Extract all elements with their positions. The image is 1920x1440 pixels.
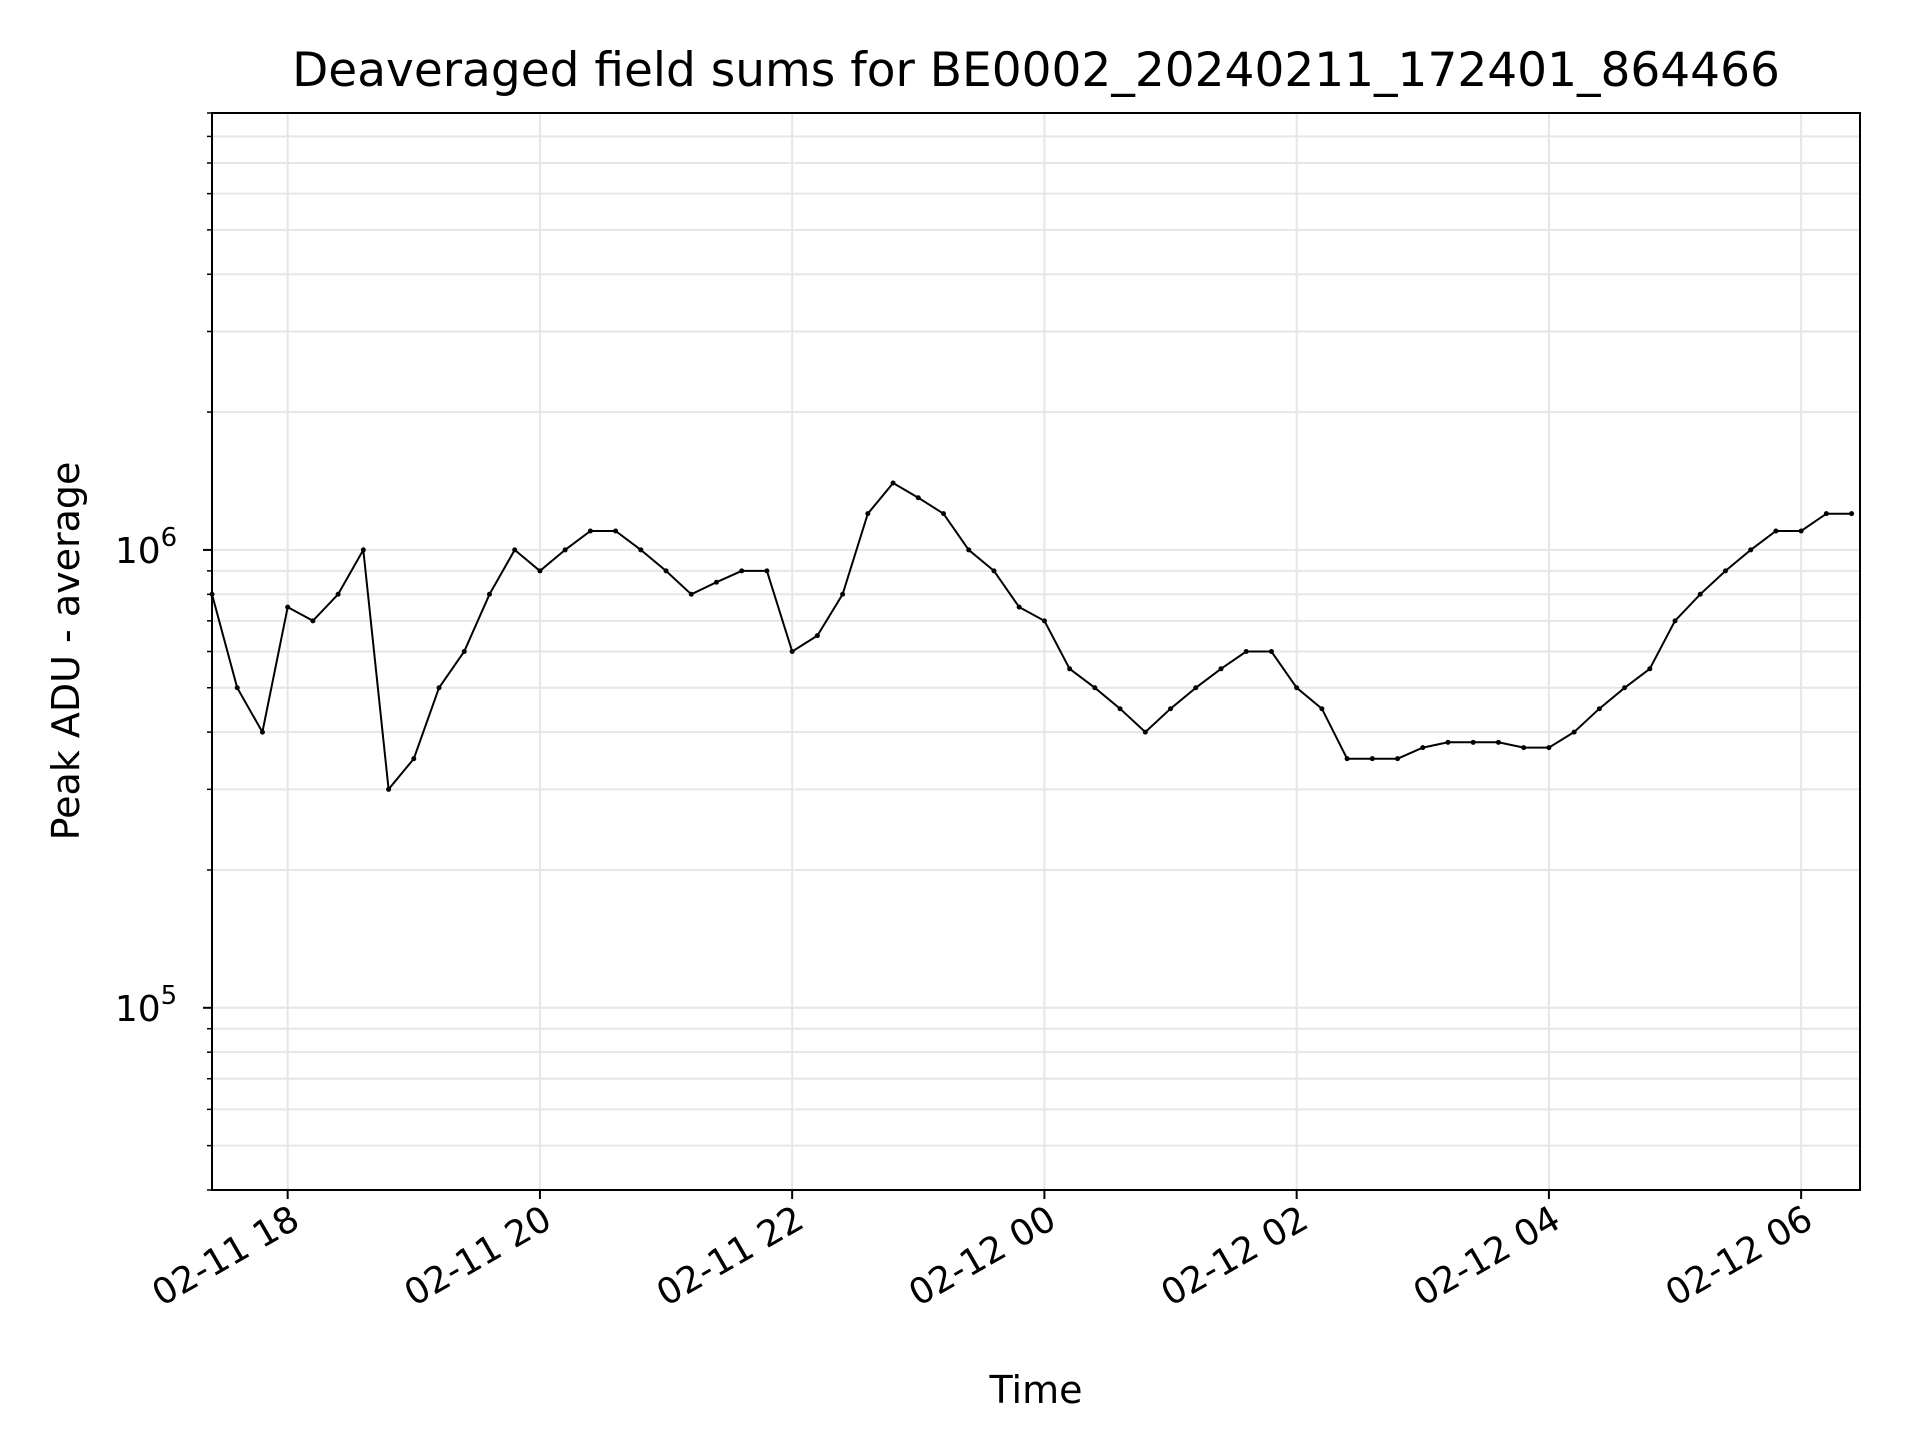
data-point: [966, 547, 972, 553]
data-point: [739, 568, 745, 574]
data-point: [335, 591, 341, 597]
data-point: [1193, 685, 1199, 691]
data-point: [1218, 666, 1224, 672]
data-point: [1395, 756, 1401, 762]
data-point: [1849, 511, 1855, 517]
x-axis-label: Time: [989, 1368, 1083, 1412]
data-point: [1521, 745, 1527, 751]
data-point: [1268, 649, 1274, 654]
data-point: [259, 729, 265, 735]
data-point: [941, 511, 947, 517]
data-point: [486, 591, 492, 597]
data-point: [285, 604, 291, 610]
data-point: [310, 618, 316, 624]
data-point: [991, 568, 997, 574]
data-point: [688, 591, 694, 597]
data-point: [613, 528, 619, 534]
series-line: [211, 481, 1852, 792]
data-point: [1243, 649, 1249, 654]
data-point: [1672, 618, 1678, 624]
data-point: [1470, 739, 1476, 745]
data-point: [1420, 745, 1426, 751]
data-point: [1369, 756, 1375, 762]
chart-title: Deaveraged field sums for BE0002_2024021…: [292, 43, 1780, 98]
data-point: [360, 547, 366, 553]
data-point: [1067, 666, 1073, 672]
data-point: [915, 495, 921, 501]
data-point: [537, 568, 543, 574]
data-point: [865, 511, 871, 517]
data-point: [1773, 528, 1779, 534]
y-tick-label: 105: [115, 981, 177, 1030]
data-point: [1596, 706, 1602, 712]
data-point: [411, 756, 417, 762]
data-point: [890, 480, 896, 486]
data-point: [1571, 729, 1577, 735]
y-axis-label: Peak ADU - average: [44, 462, 88, 841]
data-point: [663, 568, 669, 574]
data-point: [1445, 739, 1451, 745]
data-point: [840, 591, 846, 597]
data-point: [461, 649, 467, 654]
data-point: [1016, 604, 1022, 610]
data-point: [512, 547, 518, 553]
data-point: [1142, 729, 1148, 735]
series-group: [209, 480, 1855, 792]
grid: [212, 112, 1860, 1191]
data-point: [713, 579, 719, 585]
data-point: [789, 649, 795, 654]
data-point: [1319, 706, 1325, 712]
data-point: [1168, 706, 1174, 712]
data-point: [1117, 706, 1123, 712]
data-point: [234, 685, 240, 691]
data-point: [1294, 685, 1300, 691]
data-point: [562, 547, 568, 553]
data-point: [587, 528, 593, 534]
y-tick-label: 106: [115, 523, 177, 572]
data-point: [1092, 685, 1098, 691]
data-point: [1748, 547, 1754, 553]
data-point: [814, 633, 820, 639]
data-point: [1697, 591, 1703, 597]
data-point: [1647, 666, 1653, 672]
data-point: [1041, 618, 1047, 624]
data-point: [1798, 528, 1804, 534]
data-point: [386, 786, 392, 792]
data-point: [1622, 685, 1628, 691]
data-point: [764, 568, 770, 574]
data-point: [1823, 511, 1829, 517]
data-point: [1495, 739, 1501, 745]
data-point: [1546, 745, 1552, 751]
data-point: [1344, 756, 1350, 762]
data-point: [1722, 568, 1728, 574]
data-point: [638, 547, 644, 553]
data-point: [436, 685, 442, 691]
